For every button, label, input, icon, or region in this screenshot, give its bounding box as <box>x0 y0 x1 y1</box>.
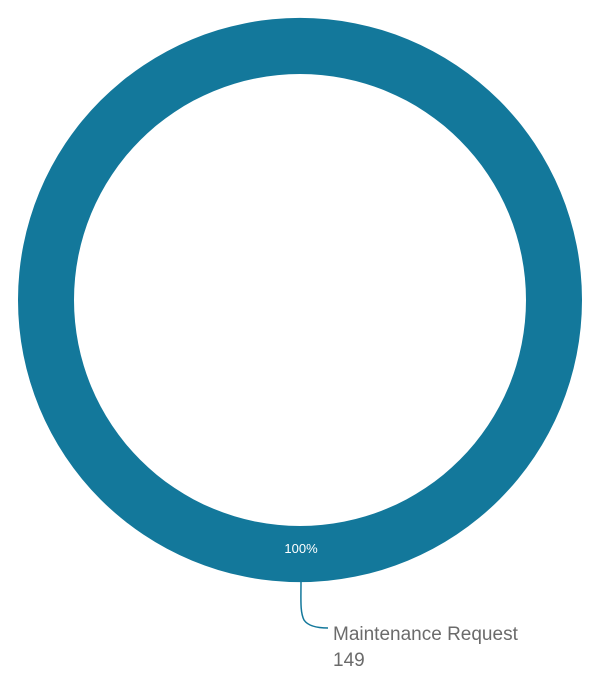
slice-leader-line <box>300 581 329 629</box>
slice-name-label: Maintenance Request <box>333 624 519 645</box>
slice-percent-label: 100% <box>284 541 318 556</box>
slices-layer <box>17 17 582 583</box>
slice-value-label: 149 <box>333 650 365 671</box>
donut-slice[interactable] <box>17 17 582 583</box>
labels-layer: 100% Maintenance Request 149 <box>284 541 518 671</box>
